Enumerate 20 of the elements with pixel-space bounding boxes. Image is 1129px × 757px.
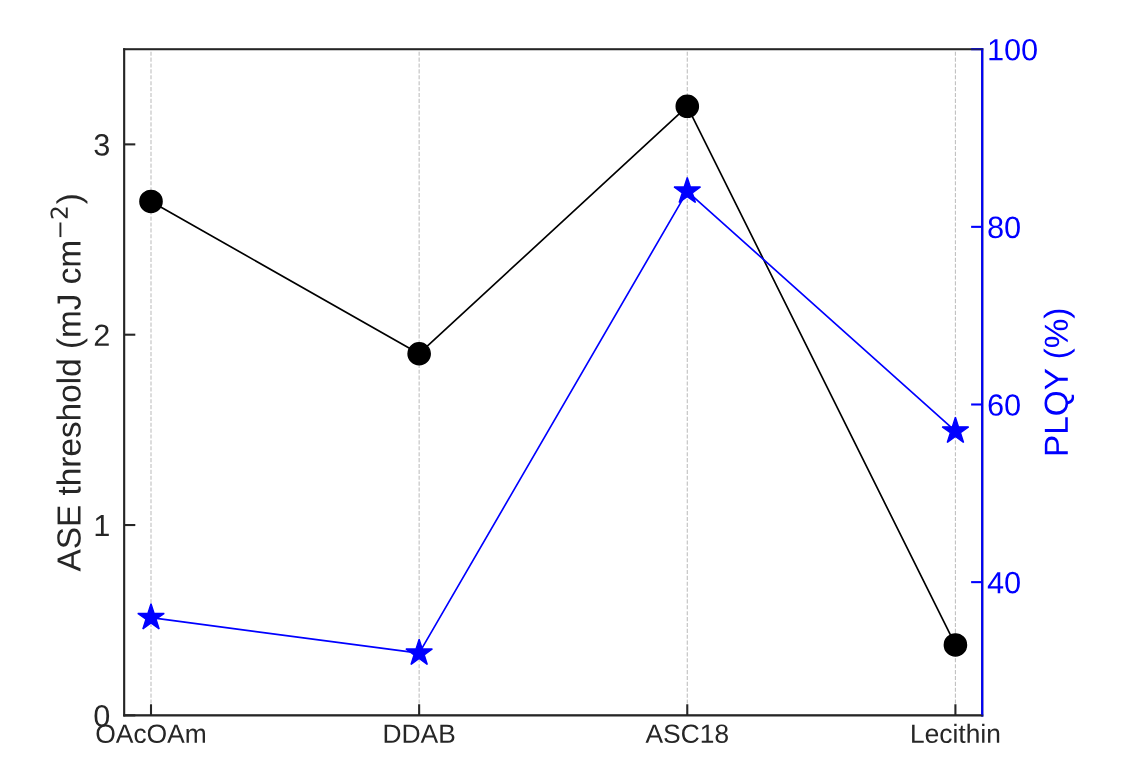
point [943, 633, 968, 657]
y-tick-label: 1 [95, 515, 109, 537]
y-tick-label: 2 [94, 324, 109, 346]
point [673, 176, 702, 204]
point [405, 638, 434, 666]
point [675, 94, 700, 119]
y2-axis-title: PLQY (%) [1043, 309, 1075, 455]
y2-tick-label: 60 [988, 394, 1020, 416]
point [941, 416, 970, 444]
y2-tick-label: 40 [987, 571, 1020, 594]
y-axis-title: ASE threshold (mJ cm$^{−2}$) [50, 195, 88, 572]
point [137, 603, 165, 630]
y2-tick-label: 100 [989, 38, 1037, 61]
x-tick-label: ASC18 [645, 724, 728, 744]
point [407, 341, 431, 366]
point [139, 189, 163, 214]
x-tick-label: DDAB [384, 724, 455, 743]
y-tick-label: 3 [94, 134, 109, 156]
x-tick-label: Lecithin [912, 723, 1000, 744]
y2-tick-label: 80 [988, 216, 1020, 239]
